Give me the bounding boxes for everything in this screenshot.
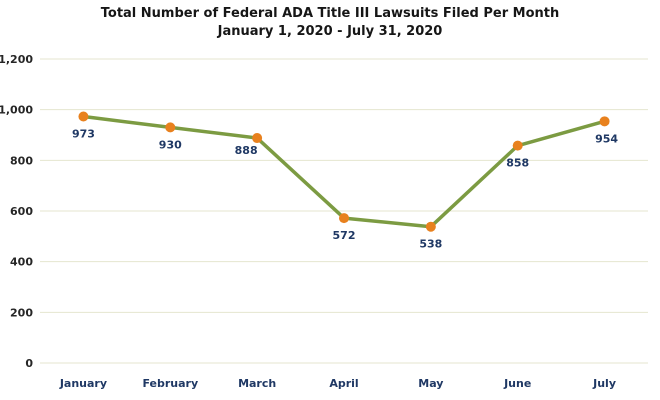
x-axis-label: March — [238, 377, 276, 390]
y-axis-tick-label: 0 — [25, 357, 33, 370]
x-axis-label: May — [418, 377, 443, 390]
x-axis-label: January — [59, 377, 107, 390]
data-point-label: 973 — [72, 128, 95, 141]
y-axis-tick-label: 1,000 — [0, 104, 33, 117]
data-point-marker — [252, 133, 263, 144]
data-point-label: 954 — [595, 132, 618, 145]
x-axis-label: June — [503, 377, 531, 390]
y-axis-tick-label: 800 — [10, 154, 33, 167]
data-point-marker — [425, 221, 436, 232]
chart-subtitle: January 1, 2020 - July 31, 2020 — [217, 24, 443, 39]
x-axis-label: April — [329, 377, 358, 390]
data-point-marker — [165, 122, 176, 133]
chart-title-block: Total Number of Federal ADA Title III La… — [0, 5, 660, 41]
data-point-marker — [599, 116, 610, 127]
data-point-label: 538 — [419, 238, 442, 251]
data-point-label: 888 — [235, 144, 258, 157]
y-axis-tick-label: 400 — [10, 256, 33, 269]
data-line — [81, 114, 607, 229]
y-axis-tick-label: 600 — [10, 205, 33, 218]
chart-title: Total Number of Federal ADA Title III La… — [100, 6, 560, 21]
x-axis-label: February — [142, 377, 198, 390]
data-point-label: 930 — [159, 138, 182, 151]
data-point-label: 572 — [333, 229, 356, 242]
data-point-marker — [339, 213, 349, 224]
data-point-label: 858 — [506, 157, 529, 170]
x-axis-label: July — [592, 377, 616, 390]
data-point-marker — [512, 140, 523, 151]
data-point-marker — [78, 111, 89, 122]
y-axis-tick-label: 200 — [10, 306, 33, 319]
y-axis-tick-label: 1,200 — [0, 53, 33, 66]
